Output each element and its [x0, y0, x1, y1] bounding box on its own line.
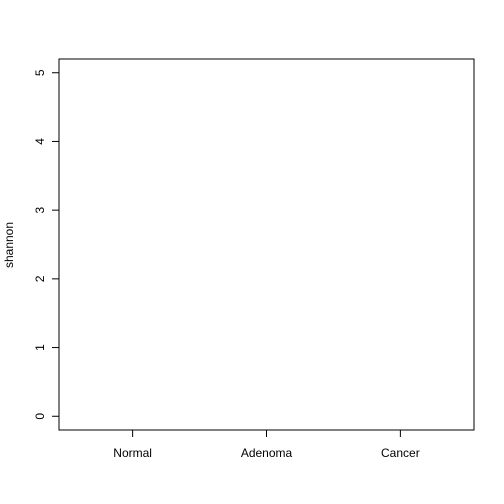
y-tick-label: 3 — [33, 206, 47, 213]
y-axis-title: shannon — [2, 222, 16, 268]
y-tick-label: 1 — [33, 344, 47, 351]
x-tick-label: Normal — [113, 446, 152, 460]
y-tick-label: 2 — [33, 275, 47, 282]
x-axis: Normal Adenoma Cancer — [113, 429, 420, 460]
y-axis: 0 1 2 3 4 5 — [33, 69, 60, 420]
x-tick-label: Adenoma — [241, 446, 293, 460]
y-tick-label: 4 — [33, 138, 47, 145]
y-tick-label: 5 — [33, 69, 47, 76]
plot-frame — [58, 58, 475, 431]
y-tick-label: 0 — [33, 413, 47, 420]
x-tick-label: Cancer — [381, 446, 420, 460]
